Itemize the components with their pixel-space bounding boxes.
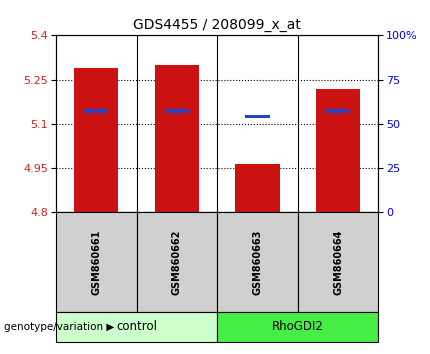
Text: GSM860663: GSM860663 xyxy=(252,229,262,295)
Bar xyxy=(84,109,108,113)
Bar xyxy=(316,88,360,212)
Bar xyxy=(326,109,350,113)
Bar xyxy=(165,109,189,113)
Text: GSM860661: GSM860661 xyxy=(91,229,101,295)
Bar xyxy=(235,164,280,212)
Bar xyxy=(74,68,118,212)
Text: control: control xyxy=(116,320,157,333)
Bar xyxy=(246,115,270,119)
Title: GDS4455 / 208099_x_at: GDS4455 / 208099_x_at xyxy=(133,18,301,32)
Text: GSM860664: GSM860664 xyxy=(333,229,343,295)
Text: RhoGDI2: RhoGDI2 xyxy=(272,320,324,333)
Text: GSM860662: GSM860662 xyxy=(172,229,182,295)
Text: genotype/variation ▶: genotype/variation ▶ xyxy=(4,321,115,332)
Bar xyxy=(155,65,199,212)
